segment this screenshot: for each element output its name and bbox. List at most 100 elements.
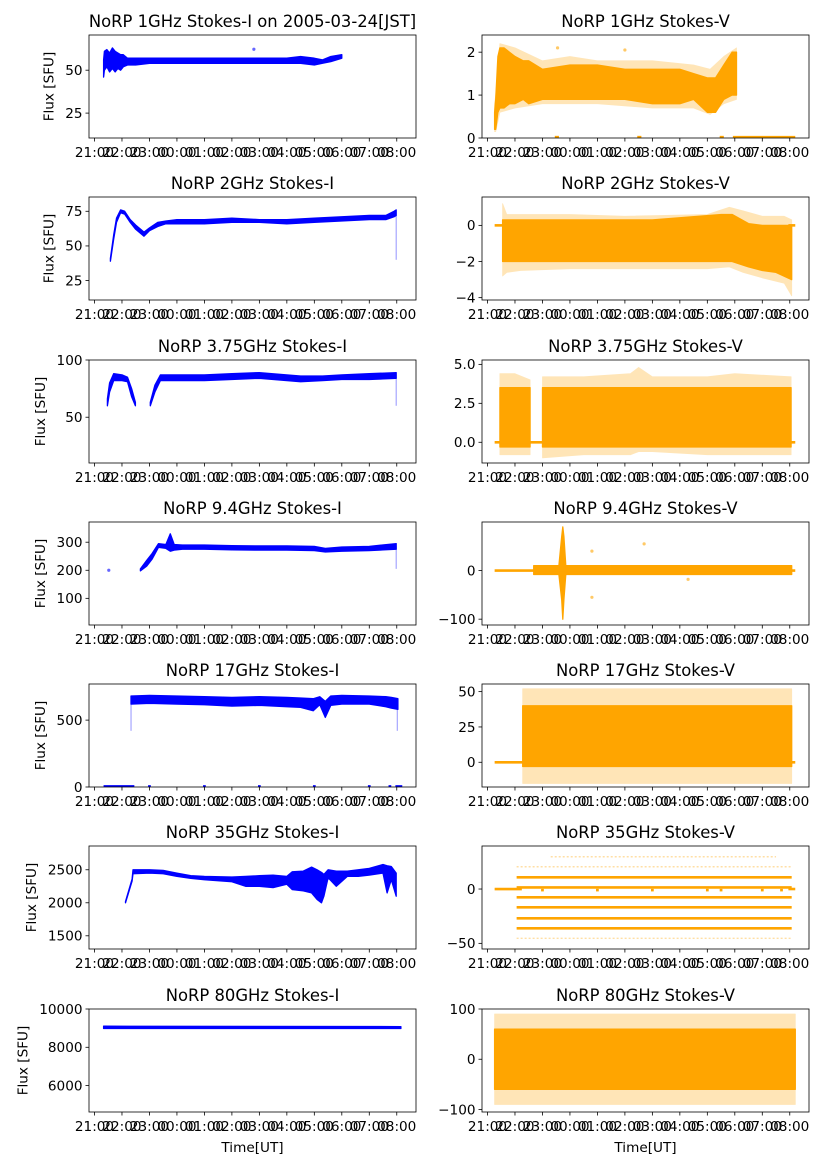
x-tick-label: 05:00 xyxy=(295,632,334,648)
x-tick-label: 02:00 xyxy=(605,1119,644,1135)
x-tick-label: 02:00 xyxy=(605,632,644,648)
x-tick-label: 22:00 xyxy=(102,145,141,161)
panel-9-4ghz-stokes-v: 21:0022:0023:0000:0001:0002:0003:0004:00… xyxy=(438,499,810,648)
x-tick-label: 05:00 xyxy=(295,1119,334,1135)
x-tick-label: 04:00 xyxy=(660,307,699,323)
x-tick-label: 21:00 xyxy=(468,956,507,972)
y-tick-label: 2500 xyxy=(48,863,83,879)
x-tick-label: 22:00 xyxy=(102,470,141,486)
x-tick-label: 07:00 xyxy=(743,632,782,648)
y-tick-label: 0 xyxy=(74,780,83,796)
x-tick-label: 00:00 xyxy=(157,794,196,810)
plot-area xyxy=(107,533,397,572)
x-tick-label: 07:00 xyxy=(350,1119,389,1135)
x-tick-label: 01:00 xyxy=(185,470,224,486)
x-tick-label: 02:00 xyxy=(212,307,251,323)
axes-frame xyxy=(88,845,417,950)
x-tick-label: 08:00 xyxy=(377,1119,416,1135)
x-tick-label: 02:00 xyxy=(605,145,644,161)
x-tick-label: 05:00 xyxy=(295,794,334,810)
x-tick-label: 02:00 xyxy=(212,145,251,161)
x-tick-label: 21:00 xyxy=(75,307,114,323)
panel-title: NoRP 3.75GHz Stokes-V xyxy=(548,337,743,356)
x-tick-label: 05:00 xyxy=(688,307,727,323)
x-tick-label: 02:00 xyxy=(212,1119,251,1135)
scatter-band-dense xyxy=(130,694,399,719)
x-tick-label: 05:00 xyxy=(295,956,334,972)
scatter-band-dense xyxy=(522,705,793,768)
x-tick-label: 05:00 xyxy=(688,632,727,648)
x-tick-label: 22:00 xyxy=(495,956,534,972)
x-tick-label: 22:00 xyxy=(102,307,141,323)
x-tick-label: 22:00 xyxy=(102,632,141,648)
plot-area xyxy=(493,1013,796,1105)
plot-area xyxy=(102,47,343,78)
x-tick-label: 04:00 xyxy=(267,470,306,486)
x-tick-label: 00:00 xyxy=(157,1119,196,1135)
x-tick-label: 03:00 xyxy=(240,956,279,972)
panel-80ghz-stokes-i: 21:0022:0023:0000:0001:0002:0003:0004:00… xyxy=(16,986,417,1156)
y-tick-label: 0 xyxy=(467,1052,476,1068)
x-tick-label: 01:00 xyxy=(185,1119,224,1135)
x-tick-label: 01:00 xyxy=(578,145,617,161)
y-tick-label: 0 xyxy=(467,131,476,147)
plot-area xyxy=(494,526,796,620)
y-tick-label: 0 xyxy=(467,563,476,579)
y-tick-label: 0.0 xyxy=(454,435,476,451)
scatter-band-dense xyxy=(501,213,793,281)
y-tick-label: 50 xyxy=(458,684,475,700)
y-axis-label: Flux [SFU] xyxy=(33,701,49,771)
x-tick-label: 02:00 xyxy=(605,956,644,972)
x-tick-label: 02:00 xyxy=(212,470,251,486)
x-tick-label: 23:00 xyxy=(130,632,169,648)
axes-frame xyxy=(481,683,810,788)
x-tick-label: 01:00 xyxy=(185,307,224,323)
x-tick-label: 22:00 xyxy=(102,1119,141,1135)
x-tick-label: 07:00 xyxy=(743,794,782,810)
x-tick-label: 23:00 xyxy=(130,470,169,486)
x-tick-label: 22:00 xyxy=(102,794,141,810)
scatter-band-dense xyxy=(493,1028,796,1091)
y-tick-label: 2000 xyxy=(48,896,83,912)
x-tick-label: 21:00 xyxy=(468,470,507,486)
x-tick-label: 04:00 xyxy=(267,794,306,810)
plot-area xyxy=(494,203,796,297)
x-tick-label: 07:00 xyxy=(350,145,389,161)
x-tick-label: 05:00 xyxy=(688,956,727,972)
y-tick-label: 8000 xyxy=(48,1040,83,1056)
scatter-band-dense xyxy=(139,533,397,572)
panel-title: NoRP 1GHz Stokes-V xyxy=(561,12,730,31)
x-tick-label: 01:00 xyxy=(578,956,617,972)
axes-frame xyxy=(481,521,810,626)
x-tick-label: 06:00 xyxy=(715,1119,754,1135)
y-tick-label: 100 xyxy=(57,353,83,369)
scatter-band-dense xyxy=(149,371,397,407)
x-tick-label: 06:00 xyxy=(322,307,361,323)
scatter-point xyxy=(642,542,646,546)
y-tick-label: 5.0 xyxy=(454,357,476,373)
x-tick-label: 05:00 xyxy=(688,145,727,161)
x-tick-label: 22:00 xyxy=(495,145,534,161)
x-tick-label: 23:00 xyxy=(523,145,562,161)
axes-frame xyxy=(481,359,810,464)
x-tick-label: 23:00 xyxy=(130,145,169,161)
x-tick-label: 08:00 xyxy=(770,794,809,810)
x-tick-label: 06:00 xyxy=(715,307,754,323)
x-tick-label: 07:00 xyxy=(350,632,389,648)
x-tick-label: 00:00 xyxy=(550,1119,589,1135)
x-tick-label: 23:00 xyxy=(130,1119,169,1135)
x-tick-label: 04:00 xyxy=(660,632,699,648)
x-tick-label: 01:00 xyxy=(185,145,224,161)
panel-title: NoRP 80GHz Stokes-V xyxy=(556,986,736,1005)
axes-frame xyxy=(481,1008,810,1113)
x-tick-label: 00:00 xyxy=(550,794,589,810)
x-tick-label: 00:00 xyxy=(157,632,196,648)
scatter-point xyxy=(107,568,111,572)
panel-title: NoRP 2GHz Stokes-I xyxy=(171,174,334,193)
x-tick-label: 02:00 xyxy=(605,470,644,486)
scatter-point xyxy=(252,47,256,51)
x-tick-label: 04:00 xyxy=(660,145,699,161)
y-tick-label: 2 xyxy=(467,45,476,61)
x-tick-label: 04:00 xyxy=(267,1119,306,1135)
y-tick-label: 0 xyxy=(467,755,476,771)
